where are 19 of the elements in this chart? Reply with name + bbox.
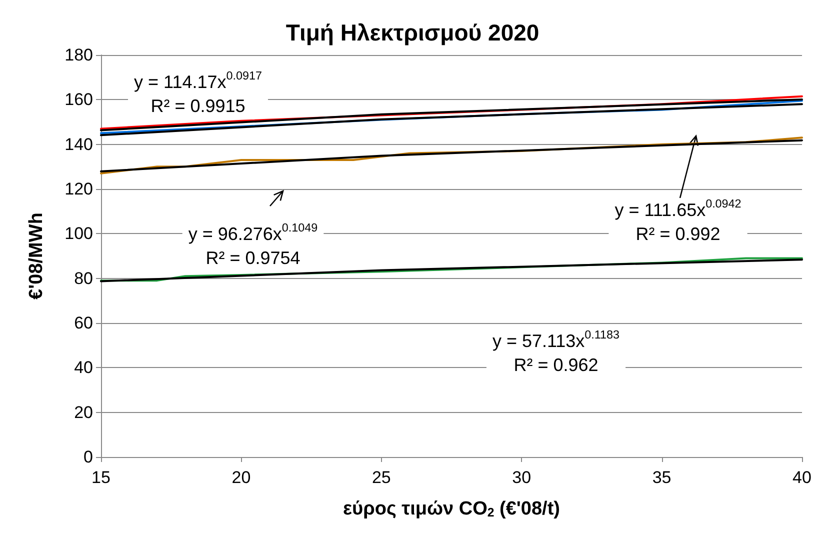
y-tick-label: 80 bbox=[74, 268, 93, 288]
x-tick-label: 15 bbox=[92, 468, 110, 487]
y-tick-label: 180 bbox=[64, 46, 93, 64]
x-tick-label: 35 bbox=[652, 468, 672, 487]
chart-title: Τιμή Ηλεκτρισμού 2020 bbox=[286, 20, 540, 46]
x-tick-label: 40 bbox=[792, 468, 812, 487]
y-tick-label: 0 bbox=[84, 448, 93, 466]
y-tick-label: 20 bbox=[74, 402, 93, 422]
x-tick-label: 20 bbox=[232, 468, 251, 487]
y-axis-title: €'08/MWh bbox=[26, 212, 47, 300]
x-axis-title: εύρος τιμών CO2 (€'08/t) bbox=[343, 498, 560, 520]
y-tick-label: 120 bbox=[64, 180, 93, 198]
y-tick-label: 60 bbox=[74, 314, 93, 332]
x-tick-label: 30 bbox=[512, 468, 532, 487]
y-tick-label: 160 bbox=[64, 90, 93, 110]
y-tick-label: 40 bbox=[74, 358, 93, 378]
x-tick-label: 25 bbox=[372, 468, 391, 487]
y-tick-label: 140 bbox=[64, 134, 93, 154]
y-tick-label: 100 bbox=[64, 224, 93, 244]
